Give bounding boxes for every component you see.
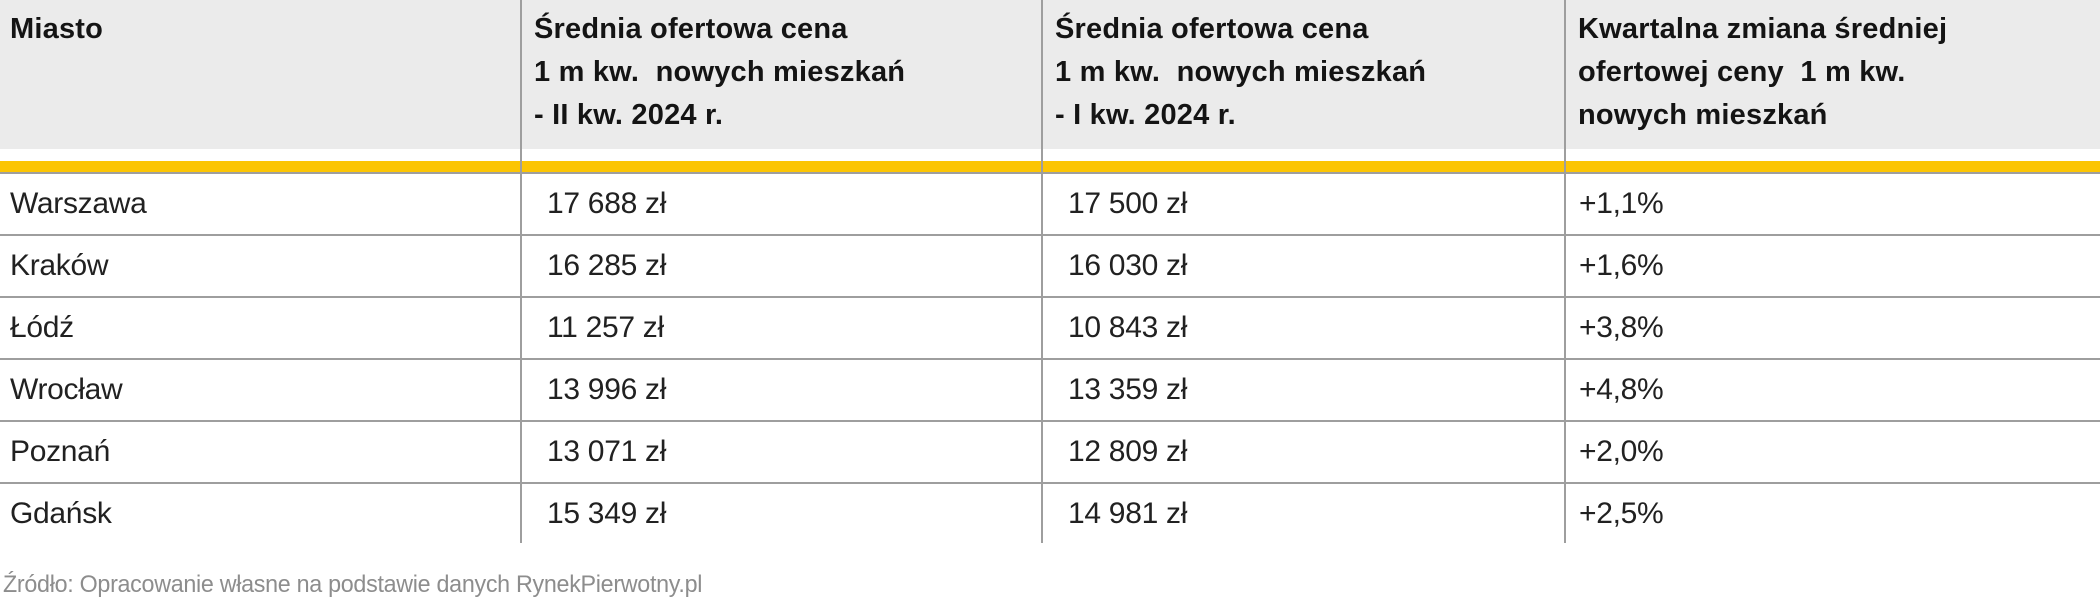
city-cell: Poznań [10, 435, 110, 468]
column-divider [520, 0, 522, 543]
column-header-price-q2-2024: Średnia ofertowa cena 1 m kw. nowych mie… [534, 13, 906, 131]
price-q1-cell: 12 809 zł [1068, 435, 1188, 468]
table-body: Warszawa 17 688 zł 17 500 zł +1,1% Krakó… [0, 172, 2100, 544]
price-q1-cell: 10 843 zł [1068, 311, 1188, 344]
price-q2-cell: 17 688 zł [547, 187, 667, 220]
change-cell: +4,8% [1579, 373, 1664, 406]
price-q2-cell: 13 071 zł [547, 435, 667, 468]
header-gap [0, 149, 2100, 161]
change-cell: +1,1% [1579, 187, 1664, 220]
city-cell: Wrocław [10, 373, 123, 406]
price-q2-cell: 13 996 zł [547, 373, 667, 406]
table-row: Poznań 13 071 zł 12 809 zł +2,0% [0, 420, 2100, 482]
price-q2-cell: 16 285 zł [547, 249, 667, 282]
table-row: Łódź 11 257 zł 10 843 zł +3,8% [0, 296, 2100, 358]
source-note: Źródło: Opracowanie własne na podstawie … [3, 571, 703, 598]
price-q1-cell: 16 030 zł [1068, 249, 1188, 282]
table-header-row: Miasto Średnia ofertowa cena 1 m kw. now… [0, 0, 2100, 149]
price-q2-cell: 15 349 zł [547, 497, 667, 530]
table-row: Kraków 16 285 zł 16 030 zł +1,6% [0, 234, 2100, 296]
table-row: Gdańsk 15 349 zł 14 981 zł +2,5% [0, 482, 2100, 544]
table-row: Wrocław 13 996 zł 13 359 zł +4,8% [0, 358, 2100, 420]
price-q1-cell: 17 500 zł [1068, 187, 1188, 220]
city-cell: Kraków [10, 249, 109, 282]
city-cell: Łódź [10, 311, 74, 344]
column-header-quarterly-change: Kwartalna zmiana średniej ofertowej ceny… [1578, 13, 1948, 131]
price-q2-cell: 11 257 zł [547, 311, 664, 344]
price-q1-cell: 14 981 zł [1068, 497, 1188, 530]
column-divider [1564, 0, 1566, 543]
city-cell: Warszawa [10, 187, 147, 220]
column-header-city: Miasto [10, 13, 104, 45]
change-cell: +2,5% [1579, 497, 1664, 530]
change-cell: +1,6% [1579, 249, 1664, 282]
column-divider [1041, 0, 1043, 543]
price-q1-cell: 13 359 zł [1068, 373, 1188, 406]
yellow-accent-bar [0, 161, 2100, 172]
table-row: Warszawa 17 688 zł 17 500 zł +1,1% [0, 172, 2100, 234]
column-header-price-q1-2024: Średnia ofertowa cena 1 m kw. nowych mie… [1055, 13, 1427, 131]
change-cell: +2,0% [1579, 435, 1664, 468]
change-cell: +3,8% [1579, 311, 1664, 344]
city-cell: Gdańsk [10, 497, 112, 530]
